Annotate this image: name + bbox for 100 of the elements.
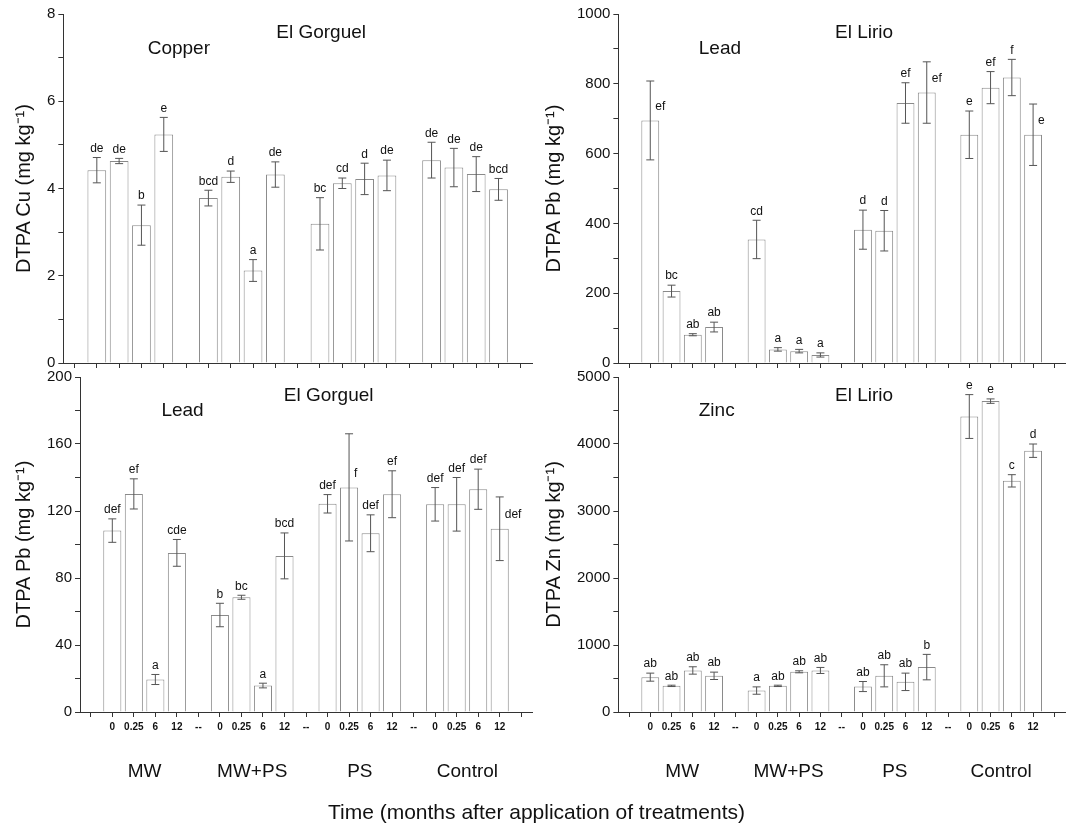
data-label: de — [424, 125, 439, 140]
chart-title: El Lirio — [834, 21, 894, 43]
y-tick-label: 1000 — [576, 4, 611, 22]
x-axis-title: Time (months after application of treatments) — [326, 800, 747, 824]
text: Control — [970, 760, 1032, 782]
y-tick-label: 400 — [585, 213, 611, 231]
y-tick-label: 4000 — [576, 434, 611, 452]
data-label: ab — [792, 654, 807, 669]
data-label: ef — [931, 70, 943, 85]
data-label: ab — [686, 317, 700, 331]
data-label: ef — [985, 54, 997, 69]
data-label: def — [426, 470, 445, 485]
text: Lead — [161, 398, 204, 420]
y-tick-label: 1000 — [576, 635, 611, 653]
x-tick-label: -- — [410, 720, 417, 732]
x-tick-label: -- — [838, 720, 846, 732]
y-tick-label: 8 — [47, 4, 56, 22]
data-label: cde — [167, 522, 187, 537]
text: Copper — [147, 37, 211, 59]
data-label: de — [447, 131, 461, 146]
data-label: a — [774, 330, 782, 345]
data-label: ab — [664, 668, 679, 683]
text: Lead — [698, 37, 742, 59]
x-tick-label: 12 — [494, 720, 506, 732]
data-label: bcd — [488, 161, 509, 176]
data-label: e — [965, 377, 973, 392]
x-tick-label: 12 — [171, 720, 183, 732]
data-label: e — [1038, 113, 1046, 128]
data-label: def — [448, 460, 466, 475]
x-tick-label: 6 — [475, 720, 482, 732]
data-label: e — [987, 382, 995, 397]
x-tick-label: 0.25 — [339, 720, 360, 732]
y-tick-label: 6 — [47, 91, 56, 109]
x-tick-label: -- — [732, 720, 739, 732]
data-label: ab — [877, 648, 892, 663]
text: MW — [665, 760, 700, 782]
x-tick-label: 6 — [690, 720, 697, 732]
y-axis-title: DTPA Pb (mg kg⁻¹) — [541, 104, 564, 273]
y-tick-label: 80 — [55, 568, 73, 586]
y-tick-label: 4 — [47, 178, 56, 196]
x-tick-label: 0 — [753, 720, 760, 732]
x-tick-label: -- — [195, 720, 202, 732]
data-label: ef — [387, 454, 398, 469]
x-tick-label: -- — [302, 720, 310, 732]
data-label: ef — [128, 462, 140, 477]
data-label: ef — [655, 98, 666, 113]
x-tick-label: 12 — [278, 720, 291, 732]
data-label: e — [160, 100, 168, 115]
data-label: cd — [750, 203, 763, 218]
x-tick-label: 0.25 — [661, 720, 682, 732]
chart-title: El Lirio — [834, 383, 894, 405]
data-label: f — [1010, 42, 1015, 57]
x-tick-label: 0 — [966, 720, 973, 732]
text: Control — [436, 760, 499, 782]
data-label: bcd — [274, 516, 295, 531]
data-label: de — [112, 141, 127, 156]
y-tick-label: 160 — [47, 434, 73, 452]
x-tick-label: 12 — [708, 720, 721, 732]
data-label: a — [795, 332, 803, 347]
text: PS — [347, 760, 373, 782]
data-label: de — [380, 143, 394, 158]
y-tick-label: 200 — [585, 283, 611, 301]
x-tick-label: 0 — [217, 720, 224, 732]
text: MW+PS — [217, 760, 288, 782]
text: MW+PS — [753, 760, 824, 782]
data-label: a — [249, 242, 257, 257]
data-label: d — [880, 193, 888, 208]
y-tick-label: 2 — [47, 265, 56, 283]
data-label: b — [216, 586, 224, 601]
y-axis-title: DTPA Zn (mg kg⁻¹) — [541, 461, 564, 628]
data-label: cd — [335, 161, 349, 176]
x-tick-label: 6 — [260, 720, 267, 732]
x-tick-label: 0.25 — [874, 720, 895, 732]
x-tick-label: 6 — [152, 720, 159, 732]
data-label: def — [103, 502, 122, 517]
data-label: def — [319, 477, 337, 492]
data-label: ab — [707, 655, 722, 670]
y-tick-label: 2000 — [576, 568, 611, 586]
data-label: ef — [900, 66, 912, 81]
data-label: d — [361, 146, 368, 161]
x-tick-label: 12 — [814, 720, 827, 732]
y-tick-label: 0 — [602, 702, 611, 720]
data-label: a — [753, 670, 761, 685]
x-tick-label: 0.25 — [980, 720, 1001, 732]
x-tick-label: 0 — [860, 720, 867, 732]
x-tick-label: 12 — [921, 720, 933, 732]
x-tick-label: 6 — [1009, 720, 1016, 732]
data-label: bcd — [198, 173, 219, 188]
data-label: d — [859, 193, 867, 208]
data-label: c — [1008, 458, 1015, 472]
data-label: def — [469, 452, 488, 467]
x-tick-label: 0.25 — [124, 720, 144, 732]
x-tick-label: -- — [944, 720, 952, 732]
data-label: d — [227, 154, 235, 169]
x-tick-label: 0 — [432, 720, 439, 732]
data-label: d — [1029, 427, 1037, 442]
data-label: de — [268, 145, 283, 160]
data-label: a — [152, 657, 160, 672]
y-axis-title: DTPA Pb (mg kg⁻¹) — [11, 460, 34, 629]
x-tick-label: 0 — [647, 720, 654, 732]
